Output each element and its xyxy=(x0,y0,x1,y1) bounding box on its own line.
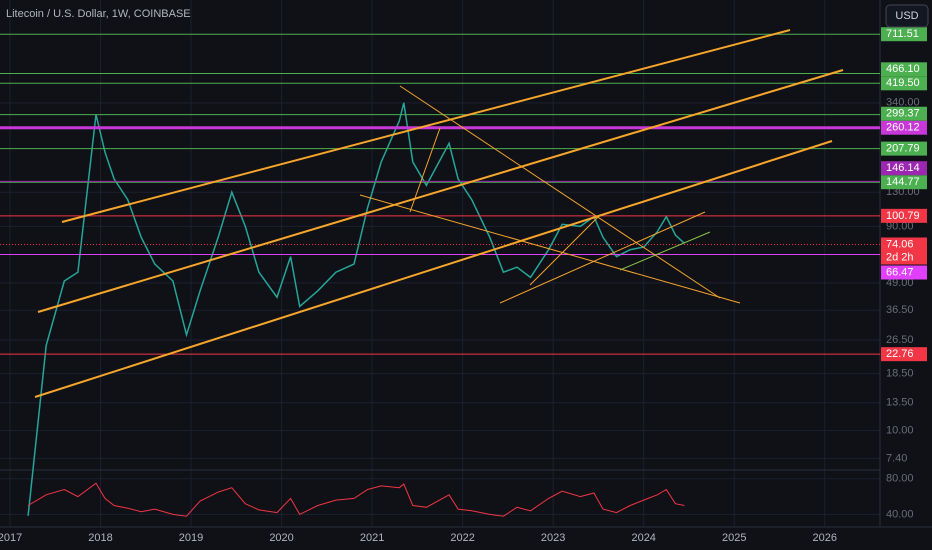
level-label-text: 711.51 xyxy=(886,28,919,40)
level-label-text: 419.50 xyxy=(886,77,920,89)
level-label: 299.37 xyxy=(881,106,927,121)
channel-line xyxy=(37,69,844,313)
x-tick-label: 2022 xyxy=(450,532,474,544)
y-tick-label: 10.00 xyxy=(886,425,914,437)
y-tick-label: 36.50 xyxy=(886,304,914,316)
level-label-text: 466.10 xyxy=(886,63,920,75)
level-label-bg xyxy=(881,208,927,223)
rsi-line xyxy=(27,482,685,517)
level-label-text: 100.79 xyxy=(886,210,920,222)
level-label: 260.12 xyxy=(881,120,927,135)
last-price-bg xyxy=(881,237,927,265)
level-label-bg xyxy=(881,265,927,280)
level-label-bg xyxy=(881,62,927,77)
trend-line xyxy=(409,127,441,213)
level-label-bg xyxy=(881,27,927,42)
chart-title: Litecoin / U.S. Dollar, 1W, COINBASE xyxy=(6,8,191,20)
level-label-text: 22.76 xyxy=(886,348,914,360)
level-label-text: 299.37 xyxy=(886,108,920,120)
y2-tick-label: 80.00 xyxy=(886,473,914,485)
level-label: 207.79 xyxy=(881,141,927,156)
currency-button[interactable] xyxy=(885,4,929,28)
channel-line xyxy=(61,29,791,223)
y-tick-label: 13.50 xyxy=(886,397,914,409)
x-tick-label: 2024 xyxy=(631,532,655,544)
y2-tick-label: 40.00 xyxy=(886,508,914,520)
x-tick-label: 2026 xyxy=(813,532,837,544)
level-label-bg xyxy=(881,141,927,156)
x-tick-label: 2025 xyxy=(722,532,746,544)
level-label-text: 260.12 xyxy=(886,122,920,134)
trend-line xyxy=(619,231,711,271)
y-tick-label: 49.00 xyxy=(886,277,914,289)
level-label-text: 207.79 xyxy=(886,143,920,155)
level-label: 711.51 xyxy=(881,27,927,42)
level-label-bg xyxy=(881,120,927,135)
trend-lines xyxy=(34,29,844,398)
x-tick-label: 2017 xyxy=(0,532,22,544)
trend-line xyxy=(399,85,721,299)
level-label: 144.77 xyxy=(881,175,927,190)
x-tick-label: 2020 xyxy=(269,532,293,544)
y-tick-label: 7.40 xyxy=(886,452,907,464)
x-tick-label: 2018 xyxy=(88,532,112,544)
level-label-bg xyxy=(881,347,927,362)
x-tick-label: 2019 xyxy=(179,532,203,544)
trend-line xyxy=(529,214,601,286)
level-label-text: 66.47 xyxy=(886,266,914,278)
level-label-bg xyxy=(881,106,927,121)
level-label: 466.10 xyxy=(881,62,927,77)
y-tick-label: 90.00 xyxy=(886,220,914,232)
level-label: 146.14 xyxy=(881,161,927,176)
grid xyxy=(0,0,880,527)
trend-line xyxy=(359,194,741,304)
y-tick-label: 26.50 xyxy=(886,334,914,346)
y-tick-label: 340.00 xyxy=(886,97,920,109)
y-tick-label: 18.50 xyxy=(886,367,914,379)
level-label-text: 144.77 xyxy=(886,176,920,188)
level-label: 419.50 xyxy=(881,76,927,91)
level-label: 66.47 xyxy=(881,265,927,280)
level-label: 100.79 xyxy=(881,208,927,223)
level-label-bg xyxy=(881,161,927,176)
trend-line xyxy=(499,211,706,304)
channel-line xyxy=(34,140,833,398)
level-label: 22.76 xyxy=(881,347,927,362)
x-tick-label: 2023 xyxy=(541,532,565,544)
x-tick-label: 2021 xyxy=(360,532,384,544)
level-label-bg xyxy=(881,175,927,190)
last-price-text: 74.06 xyxy=(886,238,914,250)
currency-label[interactable]: USD xyxy=(895,10,918,22)
level-label-text: 146.14 xyxy=(886,162,920,174)
countdown-text: 2d 2h xyxy=(886,251,914,263)
level-label-bg xyxy=(881,76,927,91)
